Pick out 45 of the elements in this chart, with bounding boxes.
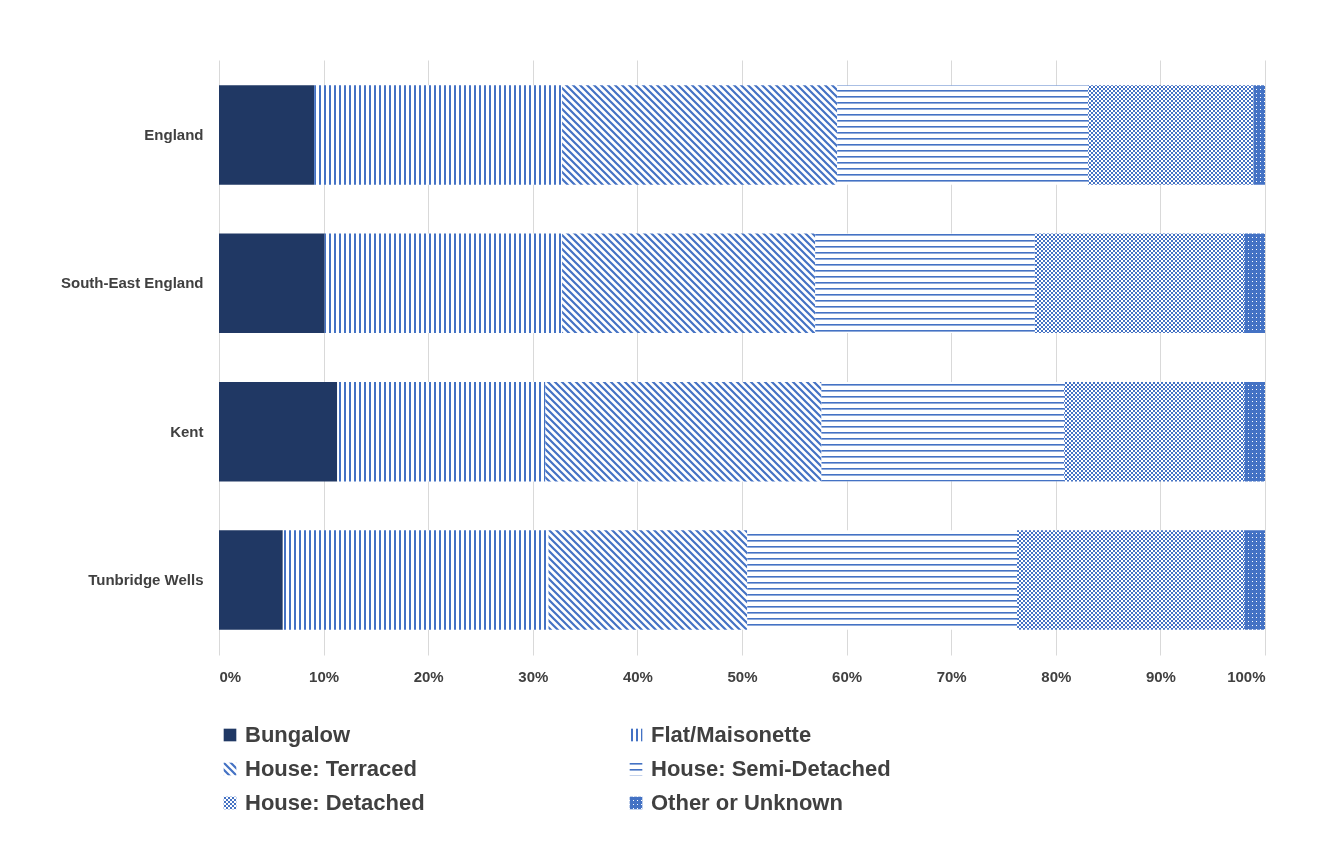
bar bbox=[337, 381, 546, 482]
bar bbox=[815, 233, 1035, 334]
bar bbox=[548, 530, 748, 630]
x-tick-label: 100% bbox=[1227, 667, 1266, 685]
bar bbox=[314, 85, 563, 185]
x-tick-label: 30% bbox=[518, 667, 549, 685]
y-tick-label: Tunbridge Wells bbox=[88, 571, 204, 589]
y-tick-label: South-East England bbox=[61, 274, 204, 292]
bar bbox=[219, 530, 283, 630]
bar bbox=[1088, 85, 1254, 185]
x-tick-label: 80% bbox=[1041, 667, 1072, 685]
bar bbox=[324, 233, 563, 334]
bar bbox=[219, 233, 325, 334]
x-tick-label: 90% bbox=[1145, 667, 1176, 685]
bar bbox=[562, 85, 838, 185]
bar bbox=[545, 381, 822, 482]
bar bbox=[1017, 530, 1245, 630]
bar bbox=[1244, 233, 1265, 334]
bar bbox=[837, 85, 1089, 185]
bar bbox=[1064, 381, 1245, 482]
x-tick-label: 50% bbox=[727, 667, 758, 685]
x-tick-label: 20% bbox=[413, 667, 444, 685]
bar bbox=[1244, 530, 1265, 630]
legend-label: House: Detached bbox=[245, 790, 425, 815]
bar bbox=[1253, 85, 1265, 185]
legend-label: Other or Unknown bbox=[651, 790, 843, 815]
bar bbox=[747, 530, 1018, 630]
x-tick-label: 60% bbox=[832, 667, 863, 685]
x-tick-label: 70% bbox=[936, 667, 967, 685]
bar bbox=[282, 530, 549, 630]
legend-label: House: Terraced bbox=[245, 756, 417, 781]
y-tick-label: England bbox=[144, 125, 204, 143]
y-tick-label: Kent bbox=[170, 422, 204, 440]
legend-label: Flat/Maisonette bbox=[651, 722, 812, 747]
x-tick-label: 0% bbox=[219, 667, 242, 685]
bar bbox=[219, 381, 338, 482]
x-tick-label: 40% bbox=[622, 667, 653, 685]
bar bbox=[562, 233, 816, 334]
legend-label: House: Semi-Detached bbox=[651, 756, 891, 781]
bar bbox=[219, 85, 315, 185]
bar bbox=[1244, 381, 1265, 482]
legend-label: Bungalow bbox=[245, 722, 351, 747]
bar bbox=[821, 381, 1065, 482]
x-tick-label: 10% bbox=[309, 667, 340, 685]
bar bbox=[1034, 233, 1245, 334]
